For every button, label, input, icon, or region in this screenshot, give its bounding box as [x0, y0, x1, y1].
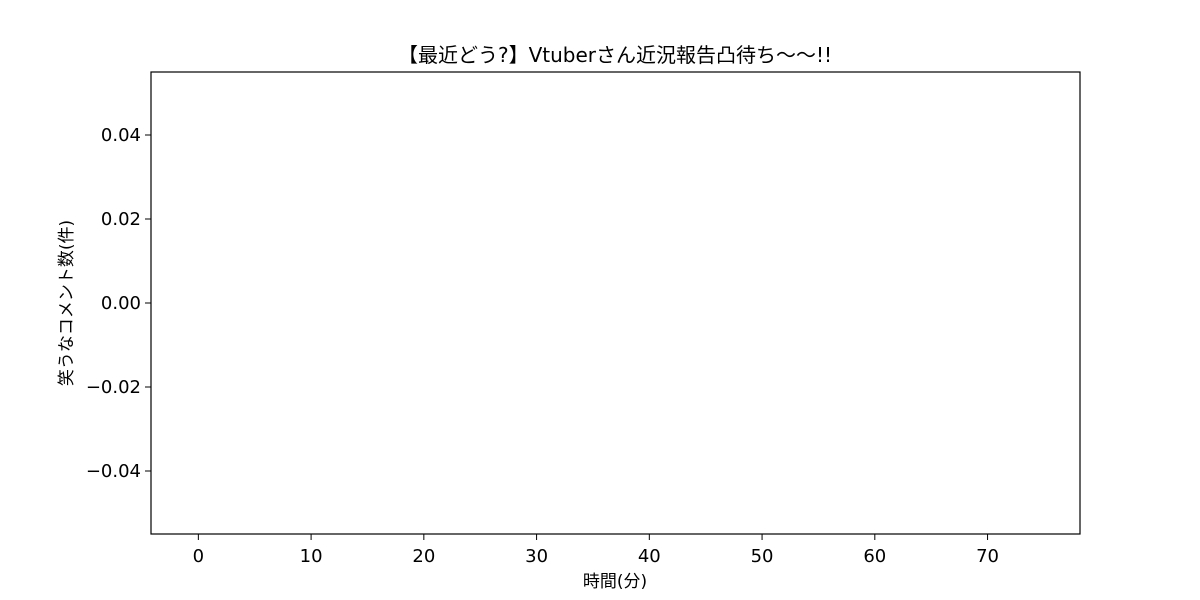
chart-title: 【最近どう?】Vtuberさん近況報告凸待ち〜〜!! [398, 43, 832, 67]
x-tick-label: 40 [638, 546, 661, 567]
y-tick-label: −0.04 [86, 461, 141, 482]
y-tick-label: 0.00 [101, 293, 141, 314]
x-tick-label: 60 [863, 546, 886, 567]
y-axis: 0.04 0.02 0.00 −0.02 −0.04 [86, 125, 151, 482]
x-tick-label: 70 [976, 546, 999, 567]
x-axis-label: 時間(分) [583, 572, 647, 592]
y-axis-label: 笑うなコメント数(件) [57, 220, 77, 386]
y-tick-label: −0.02 [86, 377, 141, 398]
x-tick-label: 20 [412, 546, 435, 567]
x-tick-label: 0 [193, 546, 204, 567]
y-tick-label: 0.04 [101, 125, 141, 146]
plot-area-frame [151, 72, 1080, 534]
y-tick-label: 0.02 [101, 209, 141, 230]
x-tick-label: 50 [751, 546, 774, 567]
x-tick-label: 10 [300, 546, 323, 567]
x-tick-label: 30 [525, 546, 548, 567]
x-axis: 0 10 20 30 40 50 60 70 [193, 534, 999, 567]
